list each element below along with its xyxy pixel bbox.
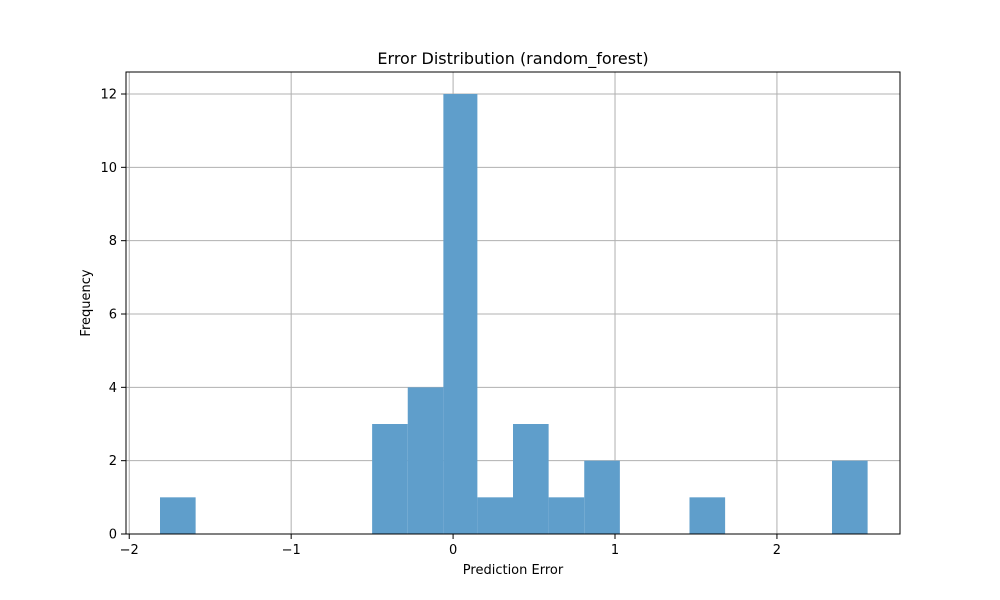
histogram-bar — [548, 497, 585, 534]
histogram-bar — [831, 460, 868, 534]
y-tick-label: 8 — [109, 234, 117, 249]
plot-frame — [125, 71, 901, 535]
chart-title: Error Distribution (random_forest) — [377, 49, 648, 69]
x-tick-label: −1 — [282, 543, 301, 558]
histogram-bar — [443, 94, 478, 534]
y-tick-label: 10 — [100, 161, 117, 176]
y-tick-label: 6 — [109, 308, 117, 323]
y-tick-label: 12 — [100, 88, 117, 103]
histogram-bar — [584, 460, 620, 534]
y-axis-label: Frequency — [79, 269, 94, 336]
histogram-bar — [160, 497, 196, 534]
histogram-bar — [407, 387, 444, 534]
x-tick-label: 1 — [611, 543, 619, 558]
x-axis-label: Prediction Error — [463, 563, 564, 578]
histogram-bar — [477, 497, 513, 534]
histogram-bar — [513, 424, 549, 534]
y-tick-label: 2 — [109, 454, 117, 469]
histogram-bar — [372, 424, 408, 534]
y-tick-label: 4 — [109, 381, 117, 396]
x-tick-label: 0 — [449, 543, 457, 558]
x-tick-label: 2 — [773, 543, 781, 558]
x-tick-label: −2 — [120, 543, 139, 558]
bars-layer — [160, 94, 868, 534]
histogram-bar — [689, 497, 726, 534]
y-tick-label: 0 — [109, 528, 117, 543]
